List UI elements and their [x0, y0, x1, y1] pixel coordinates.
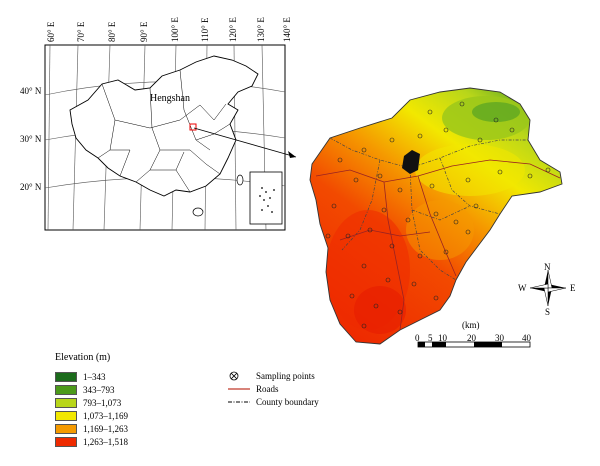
legend-title: Elevation (m) [55, 352, 111, 363]
legend-label: 1,263–1,518 [83, 437, 128, 447]
compass-south-label: S [545, 307, 551, 317]
county-boundaries [329, 137, 528, 281]
legend-label: 343–793 [83, 385, 115, 395]
legend-roads-label: Roads [256, 384, 279, 394]
legend-swatch [55, 385, 77, 395]
legend-sampling-points: Sampling points [228, 370, 315, 382]
legend-sampling-label: Sampling points [256, 371, 315, 381]
legend-item: 1,169–1,263 [55, 423, 128, 435]
scale-tick-0: 0 [415, 333, 420, 343]
legend-label: 793–1,073 [83, 398, 122, 408]
county-boundary-icon [228, 396, 250, 408]
sampling-point-icon [228, 370, 250, 382]
legend-county-label: County boundary [256, 397, 319, 407]
scale-tick-20: 20 [467, 333, 476, 343]
scale-tick-5: 5 [428, 333, 433, 343]
legend-label: 1,169–1,263 [83, 424, 128, 434]
scale-unit-label: (km) [462, 320, 480, 330]
lat-label-40: 40° N [20, 86, 42, 96]
legend-item: 1,263–1,518 [55, 436, 128, 448]
pointer-arrow [193, 127, 297, 158]
lat-label-20: 20° N [20, 182, 42, 192]
scale-tick-30: 30 [495, 333, 504, 343]
legend-label: 1–343 [83, 372, 106, 382]
legend-item: 1–343 [55, 371, 106, 383]
compass-east-label: E [570, 283, 576, 293]
legend-roads: Roads [228, 383, 279, 395]
legend-swatch [55, 372, 77, 382]
scale-tick-10: 10 [438, 333, 447, 343]
compass-rose [529, 269, 567, 307]
legend-item: 793–1,073 [55, 397, 121, 409]
legend-item: 343–793 [55, 384, 115, 396]
legend-label: 1,073–1,169 [83, 411, 128, 421]
sampling-points [325, 101, 551, 329]
south-china-sea-inset [249, 171, 283, 225]
legend-swatch [55, 424, 77, 434]
compass-north-label: N [544, 262, 551, 272]
scale-bar-graphic [417, 341, 531, 348]
compass-west-label: W [518, 283, 527, 293]
lat-label-30: 30° N [20, 134, 42, 144]
roads [315, 159, 561, 331]
hengshan-marker [189, 123, 197, 131]
scale-tick-40: 40 [522, 333, 531, 343]
road-line-icon [228, 383, 250, 395]
legend-swatch [55, 437, 77, 447]
legend-county-boundary: County boundary [228, 396, 319, 408]
legend-item: 1,073–1,169 [55, 410, 128, 422]
legend-swatch [55, 398, 77, 408]
legend-swatch [55, 411, 77, 421]
hengshan-label: Hengshan [150, 93, 190, 104]
china-outline [69, 55, 259, 197]
